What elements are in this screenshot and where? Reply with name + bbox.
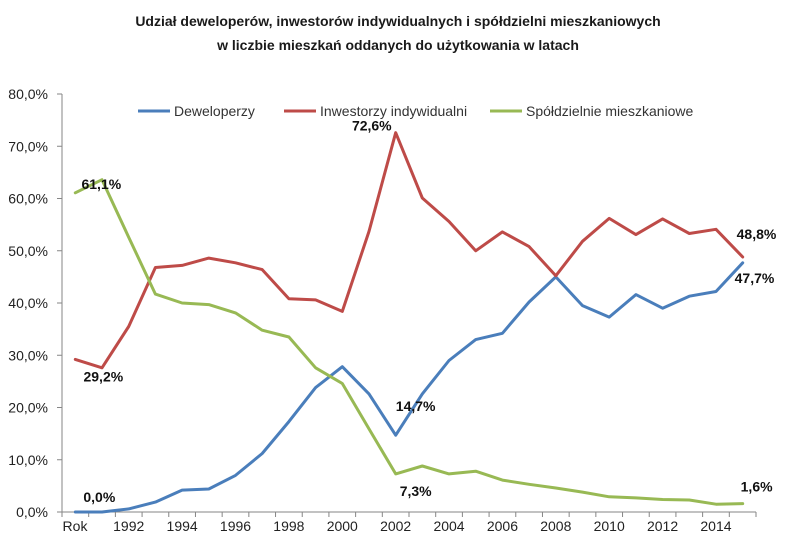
x-tick-label: 1998 [273, 518, 304, 534]
series-line-3 [73, 178, 745, 506]
x-tick-label: 2012 [647, 518, 678, 534]
y-axis-tick-labels: 0,0% 10,0% 20,0% 30,0% 40,0% 50,0% 60,0% 70,0% 8… [8, 86, 48, 520]
x-axis-tick-labels: Rok 1992 1994 1996 1998 2000 2002 2004 2006 2008… [63, 518, 732, 534]
x-tick-label: 1996 [220, 518, 251, 534]
data-label: 0,0% [83, 489, 115, 505]
data-label: 48,8% [737, 226, 777, 242]
x-tick-label: 1992 [113, 518, 144, 534]
legend: Deweloperzy Inwestorzy indywidualni Spółdz… [138, 103, 694, 119]
x-tick-label: 2000 [327, 518, 358, 534]
chart-title-line-2: w liczbie mieszkań oddanych do użytkowan… [216, 37, 579, 53]
series-line-2 [73, 131, 745, 370]
data-label: 14,7% [396, 398, 436, 414]
data-label: 61,1% [81, 176, 121, 192]
chart-title-line-1: Udział deweloperów, inwestorów indywidua… [135, 13, 660, 29]
data-labels: 0,0% 14,7% 47,7% 29,2% 72,6% 48,8% 61,1% 7,3% 1,… [81, 118, 776, 505]
y-tick-label: 20,0% [8, 400, 48, 416]
x-tick-label: 2006 [487, 518, 518, 534]
y-tick-label: 10,0% [8, 452, 48, 468]
series-lines [73, 131, 745, 514]
legend-label-1: Deweloperzy [174, 103, 255, 119]
series-line-1 [73, 261, 745, 514]
y-tick-label: 60,0% [8, 191, 48, 207]
data-label: 47,7% [735, 270, 775, 286]
x-tick-label: 2002 [380, 518, 411, 534]
legend-label-3: Spółdzielnie mieszkaniowe [526, 103, 694, 119]
data-label: 72,6% [352, 118, 392, 134]
data-label: 29,2% [83, 368, 123, 384]
chart-axes [57, 93, 757, 517]
y-tick-label: 40,0% [8, 295, 48, 311]
data-label: 1,6% [741, 479, 773, 495]
x-tick-label: 2010 [594, 518, 625, 534]
y-tick-label: 30,0% [8, 347, 48, 363]
x-tick-label: 1994 [167, 518, 198, 534]
x-tick-label: 2008 [540, 518, 571, 534]
legend-label-2: Inwestorzy indywidualni [320, 103, 467, 119]
x-tick-label: 2004 [433, 518, 464, 534]
x-axis-first-label: Rok [63, 518, 89, 534]
y-tick-label: 80,0% [8, 86, 48, 102]
y-tick-label: 0,0% [16, 504, 48, 520]
x-tick-label: 2014 [700, 518, 731, 534]
data-label: 7,3% [400, 483, 432, 499]
y-tick-label: 50,0% [8, 243, 48, 259]
y-tick-label: 70,0% [8, 138, 48, 154]
